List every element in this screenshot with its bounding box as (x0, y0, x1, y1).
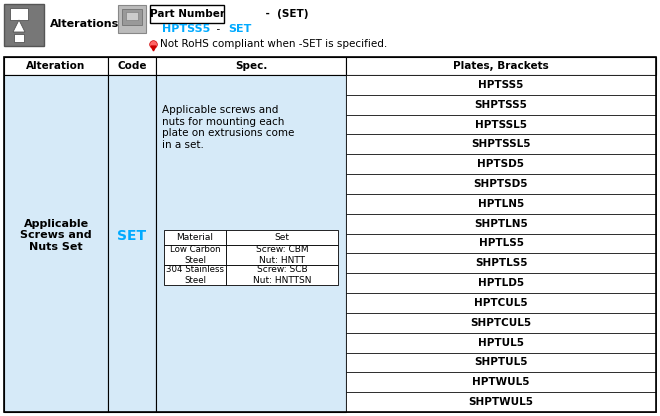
Text: Alterations: Alterations (50, 19, 119, 29)
Bar (346, 293, 656, 313)
Bar (108, 57, 156, 75)
Text: Applicable
Screws and
Nuts Set: Applicable Screws and Nuts Set (20, 219, 92, 252)
Bar (164, 265, 226, 285)
Text: Screw: SCB
Nut: HNTTSN: Screw: SCB Nut: HNTTSN (253, 265, 312, 285)
Text: Set: Set (275, 233, 290, 242)
Text: HPTLN5: HPTLN5 (478, 199, 524, 209)
Text: SHPTSS5: SHPTSS5 (475, 100, 527, 110)
Bar (346, 174, 656, 194)
Text: SET: SET (117, 228, 147, 243)
Text: Material: Material (176, 233, 213, 242)
Bar (346, 372, 656, 392)
Text: Code: Code (117, 61, 147, 71)
Bar (164, 245, 226, 265)
Text: HPTSSL5: HPTSSL5 (475, 119, 527, 129)
Text: Spec.: Spec. (235, 61, 267, 71)
Text: SHPTWUL5: SHPTWUL5 (469, 397, 533, 407)
Bar (346, 273, 656, 293)
Polygon shape (13, 20, 25, 32)
Text: Screw: CBM
Nut: HNTT: Screw: CBM Nut: HNTT (255, 245, 308, 265)
Bar (226, 245, 338, 265)
Text: Not RoHS compliant when -SET is specified.: Not RoHS compliant when -SET is specifie… (160, 39, 387, 49)
Text: SHPTSD5: SHPTSD5 (474, 179, 528, 189)
Text: HPTLD5: HPTLD5 (478, 278, 524, 288)
Bar (156, 75, 346, 412)
Text: SET: SET (228, 24, 251, 34)
Text: -: - (210, 24, 227, 34)
Bar (346, 95, 656, 115)
Text: Applicable screws and
nuts for mounting each
plate on extrusions come
in a set.: Applicable screws and nuts for mounting … (162, 105, 294, 150)
Bar (156, 57, 346, 75)
Bar (126, 12, 138, 20)
Bar (346, 75, 656, 95)
Text: HPTSD5: HPTSD5 (477, 159, 525, 169)
Text: HPTLS5: HPTLS5 (478, 238, 523, 248)
Text: Alteration: Alteration (26, 61, 86, 71)
Bar (14, 34, 24, 42)
Bar (10, 8, 28, 20)
Text: Part Number: Part Number (150, 9, 224, 19)
Text: SHPTSSL5: SHPTSSL5 (471, 139, 531, 149)
Bar (346, 57, 656, 75)
Text: SHPTUL5: SHPTUL5 (475, 357, 528, 367)
Text: HPTSS5: HPTSS5 (162, 24, 211, 34)
Bar (108, 75, 156, 412)
Text: HPTUL5: HPTUL5 (478, 338, 524, 348)
Bar (346, 352, 656, 372)
Bar (346, 333, 656, 352)
Bar (226, 265, 338, 285)
Text: HPTSS5: HPTSS5 (478, 80, 523, 90)
Bar (226, 230, 338, 245)
Text: 304 Stainless
Steel: 304 Stainless Steel (166, 265, 224, 285)
Bar (164, 230, 226, 245)
Bar (346, 115, 656, 134)
Bar (4, 4, 44, 46)
Bar (346, 194, 656, 214)
Bar (346, 234, 656, 253)
Bar (346, 313, 656, 333)
Bar (118, 5, 146, 33)
Text: SHPTLN5: SHPTLN5 (474, 219, 528, 229)
Bar (122, 9, 142, 25)
Bar (4, 75, 108, 412)
Text: -  (SET): - (SET) (262, 9, 308, 19)
Bar (346, 154, 656, 174)
Text: SHPTCUL5: SHPTCUL5 (471, 318, 531, 328)
Bar (346, 392, 656, 412)
Text: Low Carbon
Steel: Low Carbon Steel (170, 245, 220, 265)
Bar (4, 57, 108, 75)
Bar (346, 253, 656, 273)
Bar (346, 214, 656, 234)
Bar (150, 5, 224, 23)
Text: HPTWUL5: HPTWUL5 (473, 377, 530, 387)
Text: SHPTLS5: SHPTLS5 (475, 258, 527, 268)
Text: Plates, Brackets: Plates, Brackets (453, 61, 549, 71)
Text: HPTCUL5: HPTCUL5 (474, 298, 528, 308)
Bar (346, 134, 656, 154)
Bar (4, 57, 656, 412)
